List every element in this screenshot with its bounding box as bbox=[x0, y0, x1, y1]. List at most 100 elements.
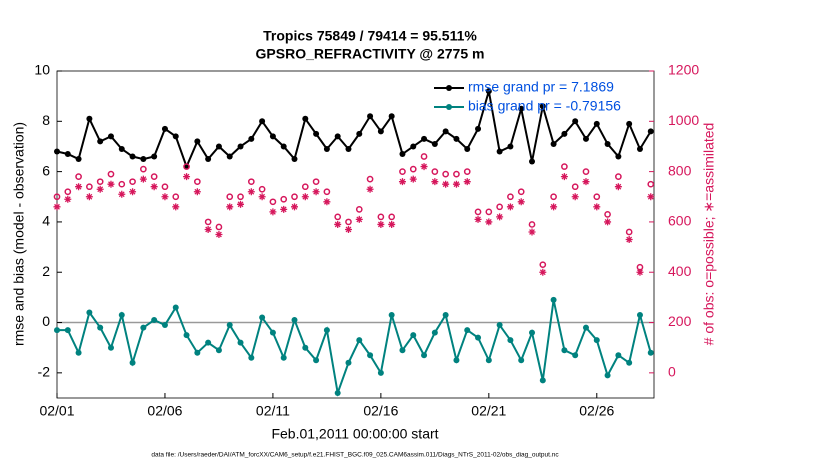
point bbox=[345, 145, 352, 152]
y2-axis-label: # of obs: o=possible; ∗=assimilated bbox=[701, 123, 717, 346]
y-tick-label: 10 bbox=[34, 62, 50, 78]
point bbox=[323, 327, 330, 334]
possible-obs bbox=[237, 193, 244, 201]
legend-label: bias grand pr = -0.79156 bbox=[468, 98, 621, 114]
assimilated-obs bbox=[593, 203, 601, 211]
point bbox=[172, 304, 179, 311]
possible-obs bbox=[463, 168, 471, 175]
point bbox=[593, 337, 600, 344]
possible-obs bbox=[377, 213, 385, 221]
point bbox=[377, 369, 384, 376]
assimilated-obs bbox=[247, 188, 255, 196]
possible-obs bbox=[647, 180, 655, 188]
point bbox=[194, 138, 201, 145]
point bbox=[313, 357, 320, 364]
point bbox=[226, 322, 233, 329]
point bbox=[636, 145, 643, 152]
assimilated-obs bbox=[452, 180, 460, 188]
assimilated-obs bbox=[215, 231, 223, 238]
point bbox=[485, 357, 492, 364]
point bbox=[140, 324, 147, 331]
point bbox=[539, 103, 546, 110]
point bbox=[356, 337, 363, 344]
x-tick-label: 02/16 bbox=[363, 403, 398, 419]
point bbox=[107, 344, 114, 351]
point bbox=[507, 143, 514, 150]
point bbox=[248, 354, 255, 361]
point bbox=[647, 349, 654, 356]
point bbox=[453, 135, 460, 142]
y-tick-label: 6 bbox=[42, 162, 50, 178]
point bbox=[464, 327, 471, 334]
assimilated-obs bbox=[388, 220, 396, 228]
possible-obs bbox=[615, 173, 622, 180]
possible-obs bbox=[323, 188, 331, 196]
point bbox=[421, 352, 428, 359]
point bbox=[464, 145, 471, 152]
point bbox=[118, 311, 125, 318]
y-tick-label: 2 bbox=[42, 263, 50, 279]
point bbox=[151, 153, 158, 160]
possible-obs bbox=[528, 221, 536, 228]
chart-title: Tropics 75849 / 79414 = 95.511% bbox=[263, 28, 477, 44]
possible-obs bbox=[388, 213, 396, 221]
assimilated-obs bbox=[604, 218, 612, 226]
possible-obs bbox=[312, 178, 320, 186]
point bbox=[615, 153, 622, 160]
point bbox=[269, 133, 276, 140]
assimilated-obs bbox=[442, 180, 450, 188]
point bbox=[237, 143, 244, 150]
point bbox=[529, 158, 536, 165]
point bbox=[259, 118, 266, 125]
assimilated-obs bbox=[539, 268, 547, 276]
point bbox=[291, 156, 298, 163]
assimilated-obs bbox=[204, 225, 212, 233]
point bbox=[215, 347, 222, 354]
possible-obs bbox=[269, 198, 277, 206]
assimilated-obs bbox=[517, 198, 525, 206]
x-tick-label: 02/21 bbox=[471, 403, 506, 419]
point bbox=[550, 296, 557, 303]
point bbox=[572, 352, 579, 359]
assimilated-obs bbox=[463, 178, 471, 186]
possible-obs bbox=[420, 153, 428, 160]
assimilated-obs bbox=[301, 193, 309, 201]
x-tick-label: 02/01 bbox=[39, 403, 74, 419]
possible-obs bbox=[64, 188, 72, 196]
y2-tick-label: 1200 bbox=[668, 62, 699, 78]
possible-obs bbox=[507, 193, 514, 201]
point bbox=[421, 135, 428, 142]
possible-obs bbox=[593, 193, 601, 201]
point bbox=[269, 329, 276, 336]
point bbox=[151, 317, 158, 324]
point bbox=[453, 357, 460, 364]
point bbox=[183, 332, 190, 339]
x-tick-label: 02/06 bbox=[147, 403, 182, 419]
point bbox=[399, 151, 406, 158]
possible-obs bbox=[485, 208, 493, 216]
point bbox=[248, 135, 255, 142]
assimilated-obs bbox=[409, 175, 417, 183]
assimilated-obs bbox=[560, 173, 568, 181]
point bbox=[615, 352, 622, 359]
possible-obs bbox=[442, 170, 449, 178]
point bbox=[205, 156, 212, 163]
point bbox=[604, 372, 611, 379]
possible-obs bbox=[280, 195, 288, 203]
point bbox=[86, 309, 93, 316]
point bbox=[399, 347, 406, 354]
assimilated-obs bbox=[75, 183, 83, 191]
point bbox=[626, 120, 633, 127]
possible-obs bbox=[301, 183, 309, 191]
y2-tick-label: 400 bbox=[668, 263, 692, 279]
point bbox=[388, 113, 395, 120]
possible-obs bbox=[161, 183, 169, 191]
possible-obs bbox=[247, 178, 255, 186]
assimilated-obs bbox=[550, 203, 558, 211]
assimilated-obs bbox=[96, 185, 104, 193]
possible-obs bbox=[226, 193, 234, 201]
point bbox=[280, 354, 287, 361]
assimilated-obs bbox=[398, 178, 406, 186]
assimilated-obs bbox=[226, 203, 234, 211]
point bbox=[604, 140, 611, 147]
